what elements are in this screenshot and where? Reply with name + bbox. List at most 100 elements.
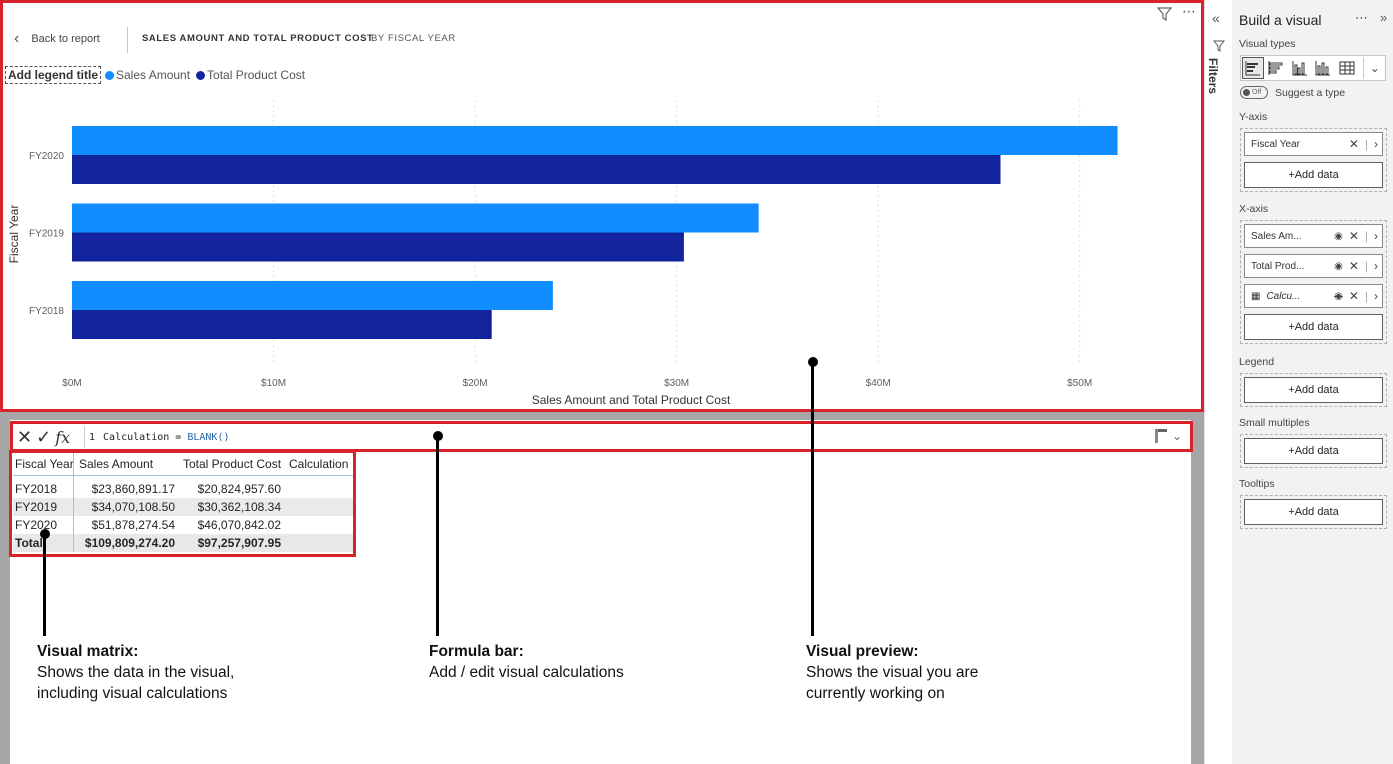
more-options-icon[interactable]: ⋯ — [1182, 3, 1197, 19]
visual-calculations-area — [0, 412, 1204, 764]
matrix-header-cell[interactable]: Sales Amount — [79, 456, 154, 471]
bar-sales-amount — [72, 203, 759, 233]
legend-item-cost[interactable]: Total Product Cost — [196, 68, 305, 82]
suggest-type-label: Suggest a type — [1275, 87, 1346, 99]
matrix-row: FY2019 $34,070,108.50 $30,362,108.34 — [13, 498, 353, 516]
formula-input[interactable]: 1 Calculation = BLANK() — [84, 426, 229, 448]
matrix-cell: $23,860,891.17 — [91, 482, 175, 496]
minimap-icon[interactable] — [1154, 428, 1168, 444]
bar-total-product-cost — [72, 310, 492, 339]
field-sales-amount[interactable]: Sales Am... ◉ ✕ | › — [1244, 224, 1383, 248]
visual-types-gallery: ⌄ — [1240, 55, 1386, 81]
annotation-title: Visual preview: — [806, 643, 919, 660]
toggle-state: Off — [1252, 89, 1262, 96]
legend-title[interactable]: Add legend title — [5, 66, 101, 84]
expand-field-chevron-icon[interactable]: › — [1374, 289, 1378, 303]
formula-line-number: 1 — [89, 431, 96, 443]
matrix-header-cell[interactable]: Fiscal Year — [15, 456, 74, 471]
chart-legend: Add legend title Sales Amount Total Prod… — [5, 66, 311, 84]
eye-icon[interactable]: ◉ — [1334, 260, 1343, 272]
visual-types-label: Visual types — [1239, 38, 1296, 50]
bar-chart: $0M $10M $20M $30M $40M $50M FY2020 FY2019 FY201… — [7, 100, 1118, 407]
x-tick-label: $50M — [1067, 378, 1092, 389]
matrix-header-cell[interactable]: Total Product Cost — [183, 456, 282, 471]
remove-field-icon[interactable]: ✕ — [1348, 229, 1359, 243]
x-tick-label: $10M — [261, 378, 286, 389]
more-options-icon[interactable]: ⋯ — [1355, 10, 1369, 25]
expand-field-chevron-icon[interactable]: › — [1374, 137, 1378, 151]
matrix-header-cell[interactable]: Calculation — [289, 456, 349, 471]
expand-chevron-down-icon[interactable]: ⌄ — [1171, 429, 1182, 443]
formula-bar-controls: ⌄ — [1154, 428, 1182, 444]
suggest-type-toggle[interactable]: Off — [1240, 86, 1268, 99]
tooltips-add-data-button[interactable]: +Add data — [1244, 499, 1383, 525]
y-axis-title: Fiscal Year — [7, 205, 21, 264]
remove-field-icon[interactable]: ✕ — [1348, 137, 1359, 151]
y-axis-well: Fiscal Year ✕ | › +Add data — [1240, 128, 1387, 192]
matrix-cell: FY2020 — [15, 518, 58, 532]
clustered-bar-chart-icon[interactable] — [1242, 57, 1264, 79]
matrix-column-divider — [73, 452, 74, 552]
eye-hidden-icon[interactable]: ◉ — [1334, 290, 1343, 302]
clustered-column-chart-icon[interactable] — [1289, 57, 1310, 79]
filters-pane-collapsed[interactable]: « — [1204, 0, 1232, 764]
legend-dot — [105, 70, 114, 80]
column-chart-icon[interactable] — [1313, 57, 1334, 79]
x-tick-label: $0M — [62, 378, 81, 389]
table-visual-icon[interactable] — [1336, 57, 1357, 79]
bar-total-product-cost — [72, 232, 684, 262]
collapse-pane-icon[interactable]: » — [1380, 10, 1388, 25]
commit-check-icon[interactable]: ✓ — [36, 426, 52, 447]
field-name: Sales Am... — [1251, 230, 1302, 242]
matrix-cell: FY2018 — [15, 482, 58, 496]
expand-field-chevron-icon[interactable]: › — [1374, 229, 1378, 243]
cancel-icon[interactable]: ✕ — [17, 426, 33, 447]
small-multiples-label: Small multiples — [1239, 417, 1310, 429]
formula-pointer-line — [436, 436, 439, 636]
header-divider — [127, 27, 128, 53]
matrix-cell: Total — [15, 536, 43, 550]
x-tick-label: $40M — [866, 378, 891, 389]
field-fiscal-year[interactable]: Fiscal Year ✕ | › — [1244, 132, 1383, 156]
filter-icon[interactable] — [1156, 7, 1173, 26]
more-visuals-chevron-down-icon[interactable]: ⌄ — [1363, 57, 1385, 79]
matrix-cell: FY2019 — [15, 500, 58, 514]
field-calculation[interactable]: ▦ Calcu... ◉ ✕ | › — [1244, 284, 1383, 308]
expand-filters-icon[interactable]: « — [1212, 10, 1220, 26]
bar-sales-amount — [72, 281, 553, 310]
stacked-bar-chart-icon[interactable] — [1266, 57, 1287, 79]
matrix-cell: $34,070,108.50 — [91, 500, 175, 514]
y-tick-label: FY2019 — [29, 229, 64, 240]
matrix-cell: $30,362,108.34 — [197, 500, 281, 514]
annotation-text: including visual calculations — [37, 685, 228, 702]
x-axis-title: Sales Amount and Total Product Cost — [532, 393, 731, 407]
formula-function: BLANK() — [187, 431, 230, 443]
legend-add-data-button[interactable]: +Add data — [1244, 377, 1383, 403]
x-tick-label: $30M — [664, 378, 689, 389]
fx-icon[interactable]: fx — [55, 427, 71, 447]
back-to-report-button[interactable]: ‹ Back to report — [14, 30, 100, 48]
tooltips-well: +Add data — [1240, 495, 1387, 529]
y-tick-label: FY2018 — [29, 306, 64, 317]
formula-text: Calculation = — [103, 431, 188, 443]
field-controls: ✕ | › — [1348, 137, 1378, 151]
matrix-cell: $109,809,274.20 — [84, 536, 175, 550]
x-tick-label: $20M — [463, 378, 488, 389]
calculation-icon: ▦ — [1251, 290, 1261, 302]
small-multiples-add-data-button[interactable]: +Add data — [1244, 438, 1383, 464]
filters-label[interactable]: Filters — [1206, 58, 1220, 95]
x-axis-add-data-button[interactable]: +Add data — [1244, 314, 1383, 340]
x-axis-well: Sales Am... ◉ ✕ | › Total Prod... ◉ ✕ | › ▦ Ca… — [1240, 220, 1387, 344]
expand-field-chevron-icon[interactable]: › — [1374, 259, 1378, 273]
legend-label: Sales Amount — [116, 68, 191, 82]
field-total-product-cost[interactable]: Total Prod... ◉ ✕ | › — [1244, 254, 1383, 278]
matrix-cell: $51,878,274.54 — [91, 518, 175, 532]
annotation-title: Visual matrix: — [37, 643, 139, 660]
formula-bar: ✕ ✓ fx 1 Calculation = BLANK() ⌄ — [14, 426, 1190, 448]
matrix-cell: $20,824,957.60 — [197, 482, 281, 496]
eye-icon[interactable]: ◉ — [1334, 230, 1343, 242]
remove-field-icon[interactable]: ✕ — [1348, 259, 1359, 273]
y-axis-add-data-button[interactable]: +Add data — [1244, 162, 1383, 188]
remove-field-icon[interactable]: ✕ — [1348, 289, 1359, 303]
legend-item-sales[interactable]: Sales Amount — [105, 68, 190, 82]
